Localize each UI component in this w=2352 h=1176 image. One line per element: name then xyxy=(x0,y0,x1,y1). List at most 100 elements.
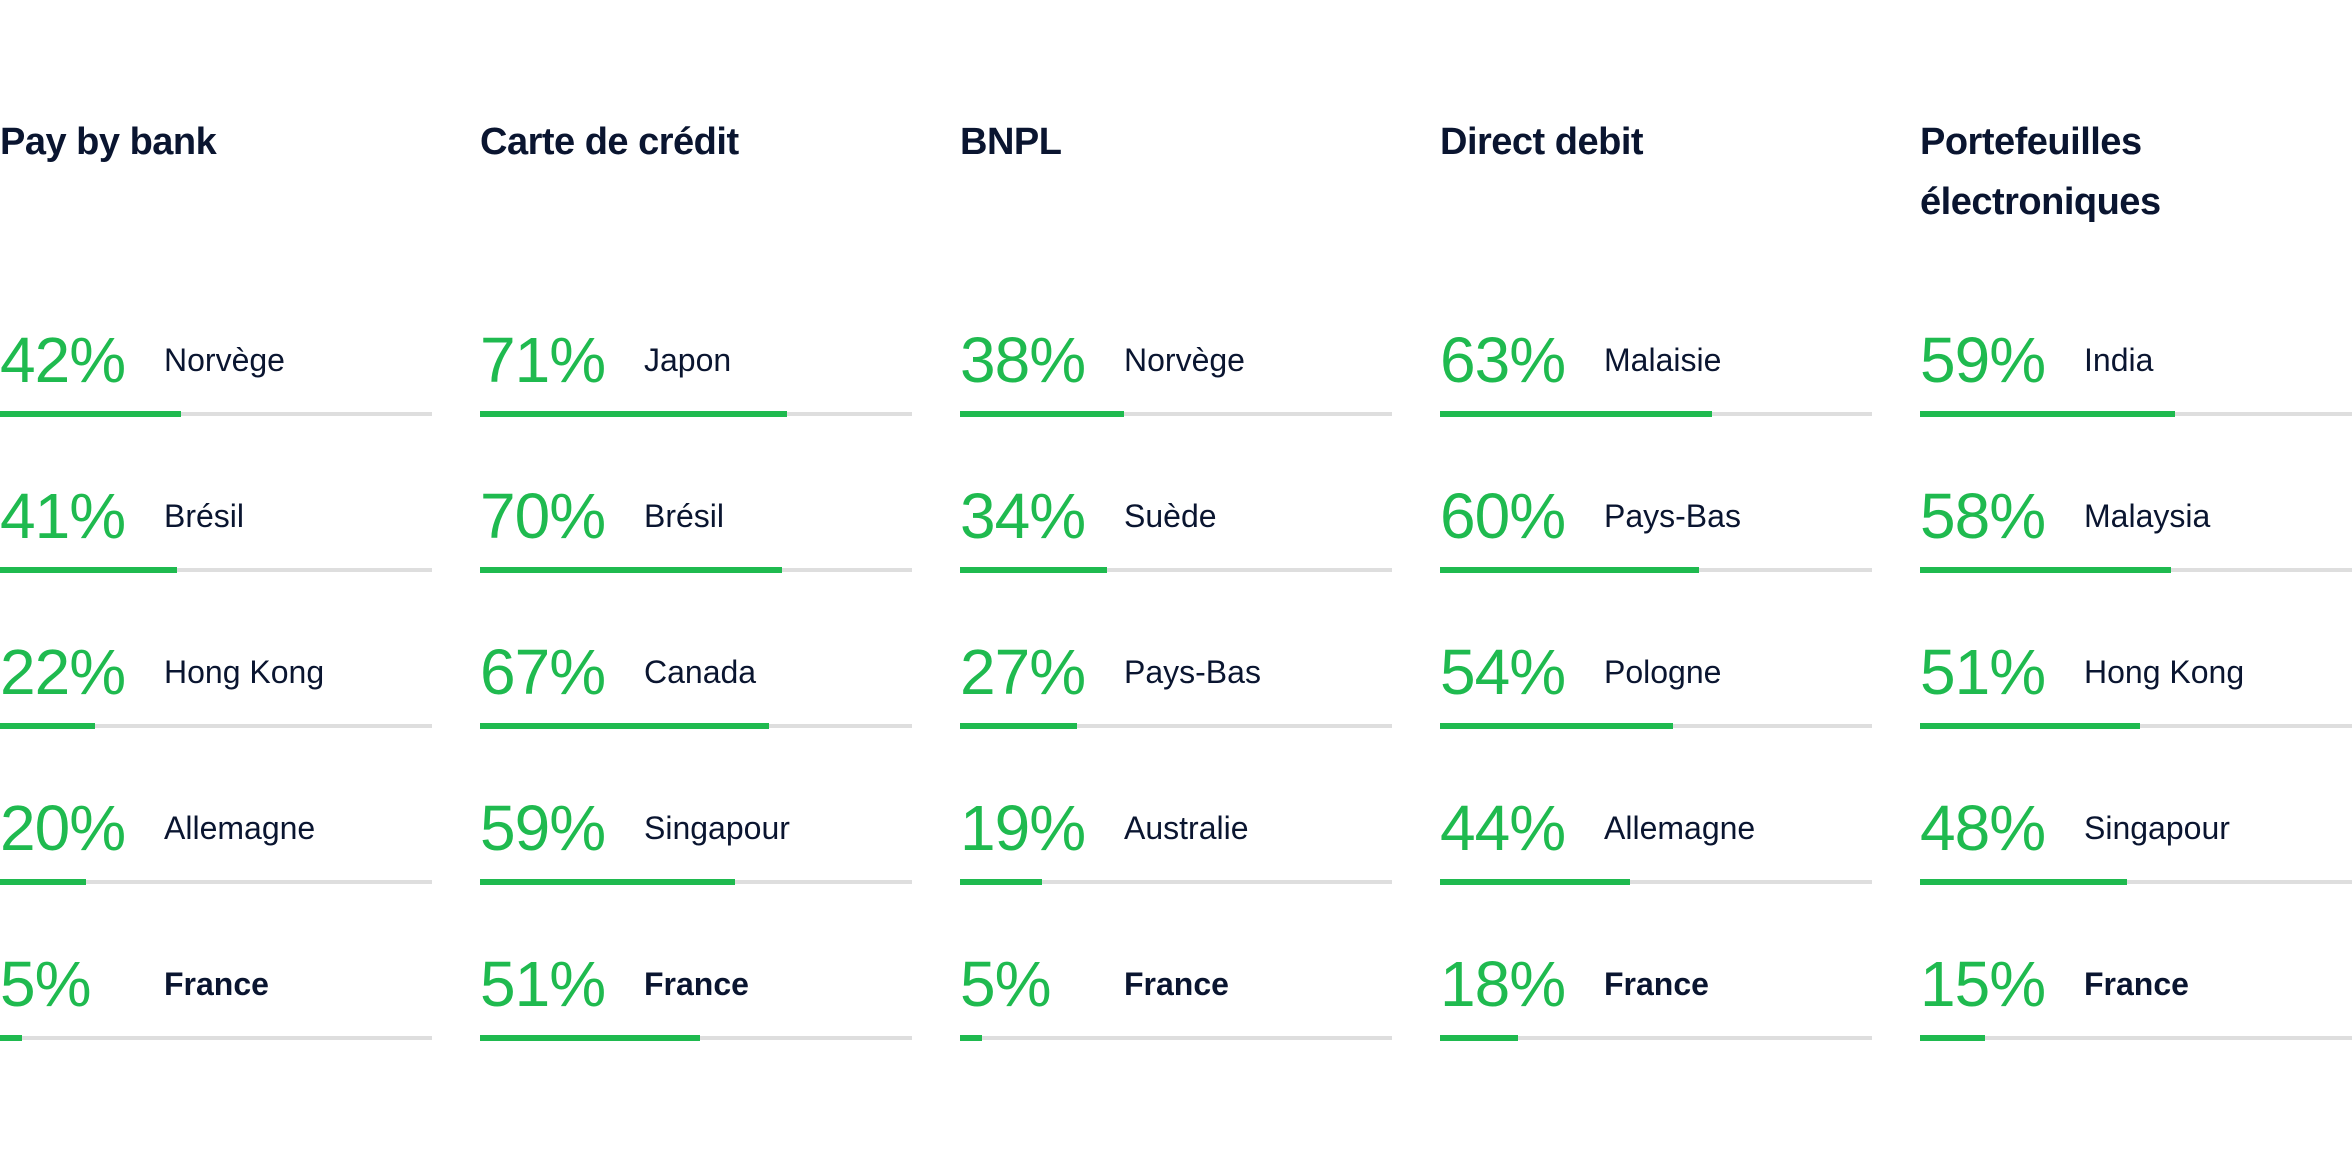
bar-fill xyxy=(0,567,177,573)
bar-track xyxy=(960,567,1392,573)
value-label: 22% xyxy=(0,636,126,708)
bar-fill xyxy=(960,879,1042,885)
value-label: 60% xyxy=(1440,480,1566,552)
value-label: 71% xyxy=(480,324,606,396)
value-label: 59% xyxy=(1920,324,2046,396)
value-label: 41% xyxy=(0,480,126,552)
value-label: 27% xyxy=(960,636,1086,708)
value-label: 18% xyxy=(1440,948,1566,1020)
bar-fill xyxy=(0,723,95,729)
value-label: 19% xyxy=(960,792,1086,864)
chart-column-2: Carte de crédit 71% Japon 70% Brésil 67% Canad… xyxy=(480,0,912,1176)
bar-fill xyxy=(1440,1035,1518,1041)
bar-row: 59% Singapour xyxy=(480,788,912,944)
value-label: 44% xyxy=(1440,792,1566,864)
chart-column-3: BNPL 38% Norvège 34% Suède 27% Pays-Bas 19% Aust… xyxy=(960,0,1392,1176)
bar-row: 22% Hong Kong xyxy=(0,632,432,788)
category-label: Hong Kong xyxy=(164,654,325,690)
category-label: France xyxy=(644,966,749,1002)
bar-fill xyxy=(480,567,782,573)
bar-track xyxy=(1920,723,2352,729)
bar-fill xyxy=(1440,411,1712,417)
chart-title: Direct debit xyxy=(1440,121,1644,163)
bar-fill xyxy=(960,567,1107,573)
bar-track xyxy=(0,411,432,417)
bar-fill xyxy=(960,1035,982,1041)
bar-track xyxy=(960,879,1392,885)
bar-fill xyxy=(1440,567,1699,573)
bar-row: 27% Pays-Bas xyxy=(960,632,1392,788)
bar-track xyxy=(1920,1035,2352,1041)
bar-track xyxy=(1920,411,2352,417)
bar-row: 60% Pays-Bas xyxy=(1440,476,1872,632)
bar-row: 19% Australie xyxy=(960,788,1392,944)
chart-title: Pay by bank xyxy=(0,121,217,163)
bar-row: 34% Suède xyxy=(960,476,1392,632)
value-label: 5% xyxy=(960,948,1051,1020)
chart-column-1: Pay by bank 42% Norvège 41% Brésil 22% Hong Ko… xyxy=(0,0,432,1176)
category-label: France xyxy=(2084,966,2189,1002)
bar-fill xyxy=(480,411,787,417)
category-label: Norvège xyxy=(164,342,285,378)
bar-track xyxy=(480,1035,912,1041)
bar-row: 51% France xyxy=(480,944,912,1100)
bar-track xyxy=(480,411,912,417)
value-label: 48% xyxy=(1920,792,2046,864)
bar-fill xyxy=(1920,567,2171,573)
bar-track xyxy=(960,1035,1392,1041)
bar-fill xyxy=(1440,723,1673,729)
category-label: Singapour xyxy=(644,810,790,846)
bar-row: 41% Brésil xyxy=(0,476,432,632)
category-label: Pays-Bas xyxy=(1604,498,1741,534)
bar-track xyxy=(1440,879,1872,885)
value-label: 67% xyxy=(480,636,606,708)
bar-row: 44% Allemagne xyxy=(1440,788,1872,944)
chart-title: Carte de crédit xyxy=(480,121,739,163)
bar-row: 5% France xyxy=(960,944,1392,1100)
bar-track xyxy=(0,723,432,729)
bar-row: 38% Norvège xyxy=(960,320,1392,476)
bar-row: 48% Singapour xyxy=(1920,788,2352,944)
bar-row: 42% Norvège xyxy=(0,320,432,476)
value-label: 15% xyxy=(1920,948,2046,1020)
bar-row: 51% Hong Kong xyxy=(1920,632,2352,788)
category-label: Pays-Bas xyxy=(1124,654,1261,690)
category-label: Brésil xyxy=(644,498,725,534)
value-label: 58% xyxy=(1920,480,2046,552)
bar-fill xyxy=(480,723,769,729)
bar-row: 58% Malaysia xyxy=(1920,476,2352,632)
bar-track xyxy=(1440,411,1872,417)
value-label: 51% xyxy=(1920,636,2046,708)
bar-track xyxy=(480,723,912,729)
bar-track xyxy=(0,879,432,885)
bar-track xyxy=(0,567,432,573)
bar-row: 5% France xyxy=(0,944,432,1100)
bar-fill xyxy=(480,1035,700,1041)
category-label: Malaysia xyxy=(2084,498,2211,534)
bar-fill xyxy=(1920,879,2127,885)
bar-fill xyxy=(1920,411,2175,417)
bar-track xyxy=(1440,567,1872,573)
bar-track xyxy=(480,879,912,885)
bar-fill xyxy=(1920,723,2140,729)
category-label: Allemagne xyxy=(164,810,316,846)
category-label: France xyxy=(1604,966,1709,1002)
bar-row: 18% France xyxy=(1440,944,1872,1100)
value-label: 70% xyxy=(480,480,606,552)
bar-track xyxy=(1440,1035,1872,1041)
bar-track xyxy=(960,723,1392,729)
value-label: 38% xyxy=(960,324,1086,396)
value-label: 5% xyxy=(0,948,91,1020)
category-label: France xyxy=(164,966,269,1002)
category-label: Brésil xyxy=(164,498,245,534)
bar-fill xyxy=(960,723,1077,729)
chart-column-5: Portefeuilles électroniques 59% India 58% Ma… xyxy=(1920,0,2352,1176)
category-label: Malaisie xyxy=(1604,342,1722,378)
bar-row: 71% Japon xyxy=(480,320,912,476)
bar-row: 67% Canada xyxy=(480,632,912,788)
category-label: Canada xyxy=(644,654,757,690)
bar-track xyxy=(0,1035,432,1041)
bar-track xyxy=(960,411,1392,417)
chart-column-4: Direct debit 63% Malaisie 60% Pays-Bas 54% Pol… xyxy=(1440,0,1872,1176)
